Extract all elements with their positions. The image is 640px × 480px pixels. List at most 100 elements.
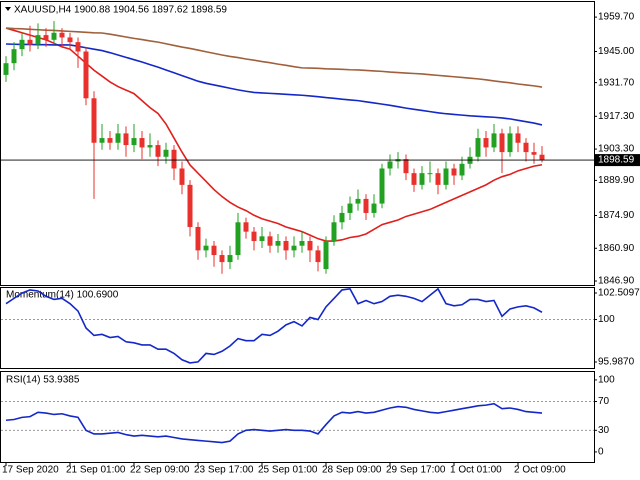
x-tick-label: 29 Sep 17:00: [386, 465, 446, 476]
candle-body: [179, 168, 185, 185]
candle-body: [307, 241, 313, 251]
candle-body: [67, 37, 73, 43]
candle-body: [171, 149, 177, 169]
candle-body: [75, 42, 81, 52]
y-tick-label: 1874.90: [598, 210, 635, 221]
candle-body: [123, 133, 129, 146]
candle-body: [539, 154, 545, 161]
candle-body: [203, 245, 209, 251]
candle-body: [219, 255, 225, 263]
y-tick-label: 1959.70: [598, 12, 635, 23]
y-tick-label: 1903.30: [598, 144, 635, 155]
y-tick-label: 70: [598, 396, 610, 407]
candle-body: [259, 236, 265, 242]
candle-body: [515, 133, 521, 143]
candle-body: [435, 173, 441, 185]
y-tick-label: 1931.70: [598, 77, 635, 88]
indicator-line: [5, 287, 543, 364]
candle-body: [211, 245, 217, 256]
candle-body: [27, 39, 33, 45]
rsi-title: RSI(14) 53.9385: [6, 375, 80, 386]
chart-title: XAUUSD,H4 1900.88 1904.56 1897.62 1898.5…: [14, 5, 227, 16]
candle-body: [427, 173, 433, 175]
candle-body: [35, 35, 41, 45]
candle-body: [11, 49, 17, 64]
current-price-box: [594, 154, 640, 167]
candle-body: [251, 231, 257, 242]
candle-body: [523, 142, 529, 153]
rsi-panel-frame: [0, 371, 595, 463]
candle-body: [291, 245, 297, 251]
y-tick-label: 1945.00: [598, 46, 635, 57]
candle-body: [19, 39, 25, 50]
candle-body: [275, 241, 281, 246]
candle-body: [379, 168, 385, 204]
y-tick-label: 100: [598, 375, 615, 386]
candle-body: [3, 63, 9, 75]
main-panel-frame: [0, 1, 595, 286]
candle-body: [59, 32, 65, 38]
candle-body: [299, 241, 305, 246]
candle-body: [155, 145, 161, 157]
candle-body: [187, 184, 193, 227]
candle-body: [531, 152, 537, 155]
candle-body: [43, 35, 49, 40]
x-tick-label: 23 Sep 17:00: [194, 465, 254, 476]
candle-body: [163, 149, 169, 157]
candle-body: [227, 255, 233, 263]
candle-body: [339, 212, 345, 223]
candle-body: [267, 236, 273, 246]
candle-body: [499, 133, 505, 153]
candle-body: [459, 163, 465, 176]
candle-body: [195, 226, 201, 251]
candle-body: [475, 138, 481, 157]
candle-body: [99, 138, 105, 143]
x-tick-label: 21 Sep 01:00: [66, 465, 126, 476]
y-tick-label: 100: [598, 314, 615, 325]
y-tick-label: 30: [598, 425, 610, 436]
candle-body: [323, 241, 329, 270]
candle-body: [443, 168, 449, 185]
moving-average-line: [5, 43, 543, 126]
candle-body: [387, 161, 393, 169]
candle-body: [91, 98, 97, 143]
candle-body: [283, 241, 289, 251]
candle-body: [363, 198, 369, 213]
candle-body: [371, 203, 377, 213]
candle-body: [115, 133, 121, 143]
x-tick-label: 28 Sep 09:00: [322, 465, 382, 476]
candle-body: [331, 222, 337, 242]
moving-average-line: [5, 27, 543, 242]
candle-body: [411, 173, 417, 185]
candle-body: [451, 168, 457, 176]
x-tick-label: 25 Sep 01:00: [258, 465, 318, 476]
y-tick-label: 0: [598, 447, 604, 458]
candle-body: [419, 173, 425, 185]
candle-body: [147, 145, 153, 148]
x-tick-label: 1 Oct 01:00: [450, 465, 502, 476]
candle-body: [139, 138, 145, 148]
candle-body: [491, 133, 497, 148]
current-price-label: 1898.59: [598, 155, 635, 166]
candle-body: [507, 133, 513, 153]
symbol-menu-arrow[interactable]: [5, 7, 11, 11]
candle-body: [131, 138, 137, 146]
candle-body: [107, 138, 113, 143]
x-tick-label: 2 Oct 09:00: [514, 465, 566, 476]
y-tick-label: 1860.90: [598, 243, 635, 254]
x-tick-label: 17 Sep 2020: [2, 465, 59, 476]
y-tick-label: 95.9870: [598, 357, 635, 368]
candle-body: [83, 51, 89, 99]
candle-body: [347, 203, 353, 213]
candle-body: [483, 138, 489, 148]
momentum-panel-frame: [0, 287, 595, 369]
candle-body: [403, 159, 409, 174]
momentum-title: Momentum(14) 100.6900: [6, 290, 119, 301]
x-tick-label: 22 Sep 09:00: [130, 465, 190, 476]
indicator-line: [5, 402, 543, 444]
candle-body: [243, 222, 249, 232]
y-tick-label: 1846.90: [598, 276, 635, 287]
y-tick-label: 102.5097: [598, 288, 640, 299]
